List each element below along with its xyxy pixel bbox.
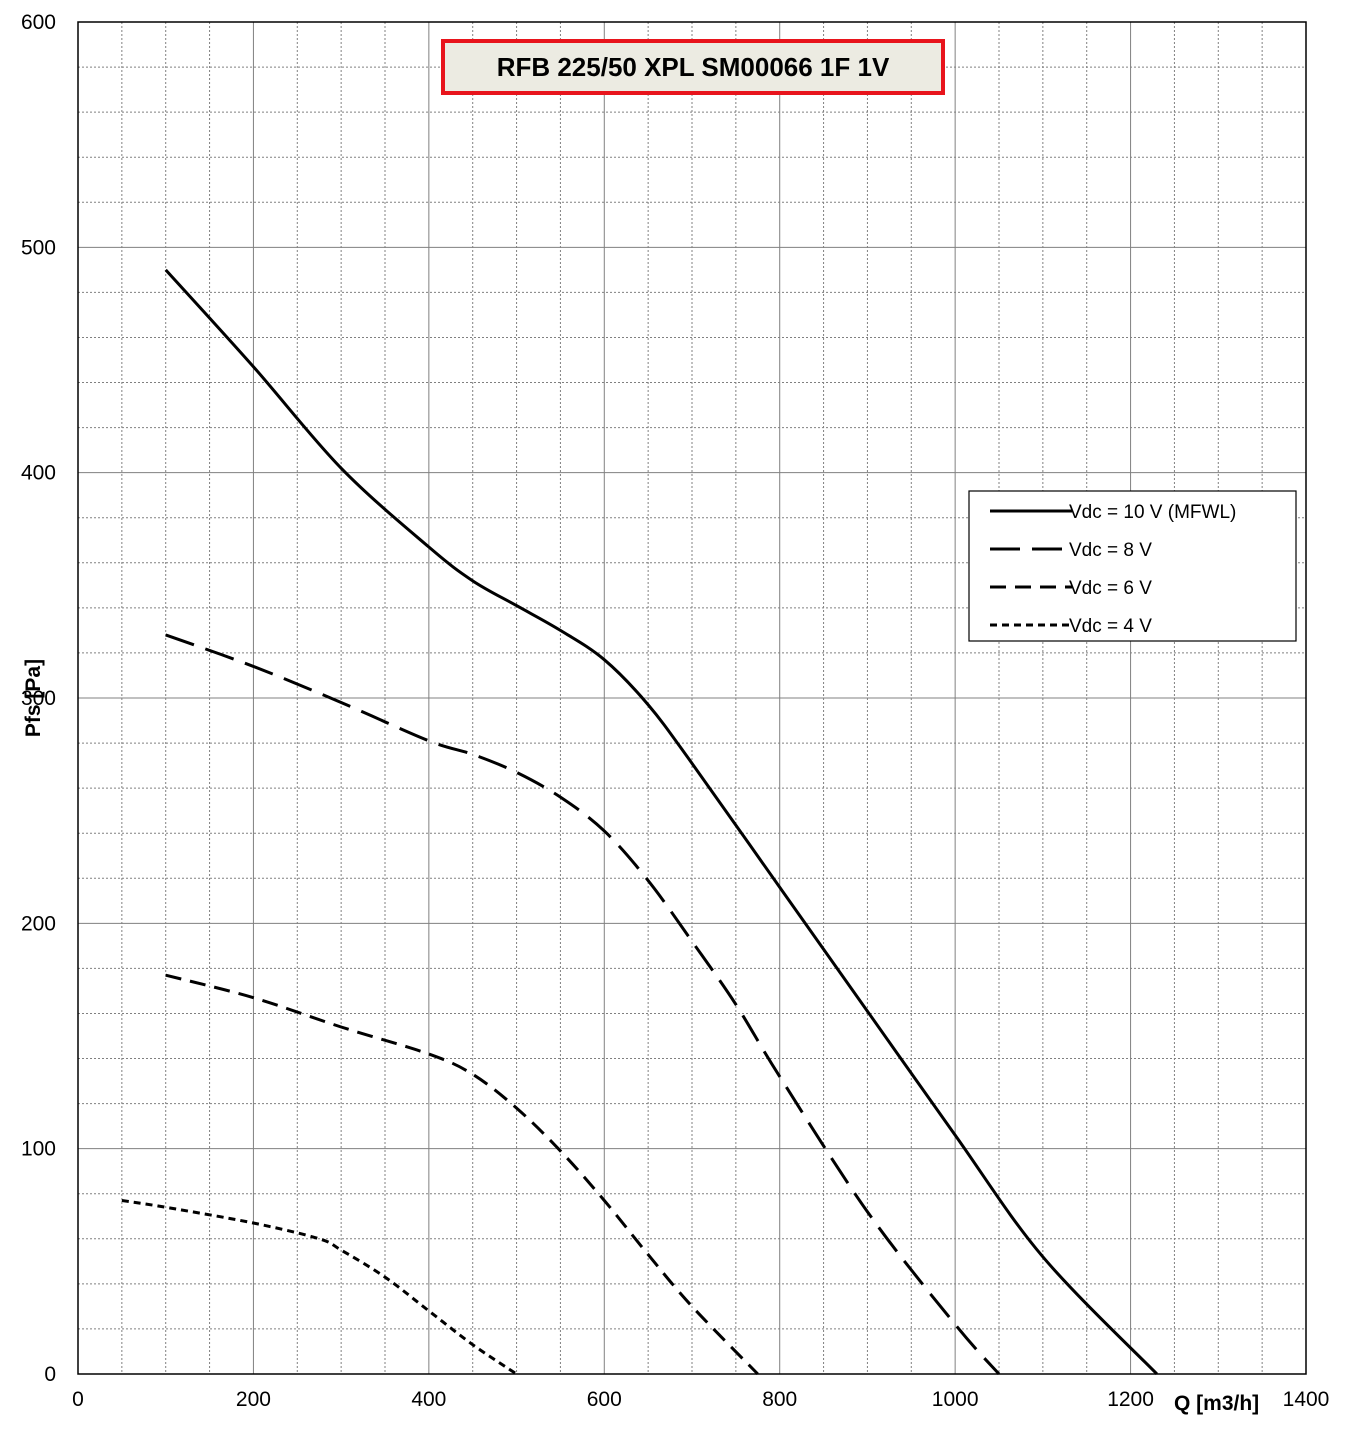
- y-axis-title: Pfs [Pa]: [22, 659, 45, 737]
- x-axis-title: Q [m3/h]: [1174, 1392, 1259, 1415]
- y-tick-label: 300: [21, 687, 56, 710]
- chart-title-box: RFB 225/50 XPL SM00066 1F 1V: [441, 39, 945, 95]
- x-tick-label: 0: [72, 1388, 84, 1411]
- y-tick-label: 0: [44, 1363, 56, 1386]
- y-tick-label: 500: [21, 236, 56, 259]
- y-tick-label: 100: [21, 1138, 56, 1161]
- plot-area-frame: [77, 21, 1307, 1375]
- y-tick-labels: 0 100 200 300 400 500 600: [21, 11, 56, 1386]
- y-tick-label: 400: [21, 462, 56, 485]
- y-tick-label: 600: [21, 11, 56, 34]
- legend: Vdc = 10 V (MFWL) Vdc = 8 V Vdc = 6 V Vdc =…: [968, 490, 1297, 642]
- x-tick-label: 1200: [1107, 1388, 1154, 1411]
- y-tick-label: 200: [21, 912, 56, 935]
- legend-label-vdc-6-v: Vdc = 6 V: [1069, 578, 1152, 599]
- x-tick-labels: 0 200 400 600 800 1000 1200 1400: [72, 1388, 1329, 1411]
- series-line-vdc-6-v: [165, 973, 759, 1376]
- chart-title: RFB 225/50 XPL SM00066 1F 1V: [497, 52, 890, 82]
- x-tick-label: 600: [587, 1388, 622, 1411]
- x-tick-label: 800: [762, 1388, 797, 1411]
- series-line-vdc-8-v: [165, 633, 1001, 1375]
- x-tick-label: 1000: [932, 1388, 979, 1411]
- x-tick-label: 200: [236, 1388, 271, 1411]
- x-tick-label: 400: [411, 1388, 446, 1411]
- legend-label-vdc-4-v: Vdc = 4 V: [1069, 616, 1152, 637]
- legend-label-vdc-10-v-mfwl: Vdc = 10 V (MFWL): [1069, 502, 1236, 523]
- series-line-vdc-10-v-mfwl: [164, 268, 1158, 1376]
- series-lines: [121, 268, 1158, 1376]
- legend-label-vdc-8-v: Vdc = 8 V: [1069, 540, 1152, 561]
- x-tick-label: 1400: [1283, 1388, 1330, 1411]
